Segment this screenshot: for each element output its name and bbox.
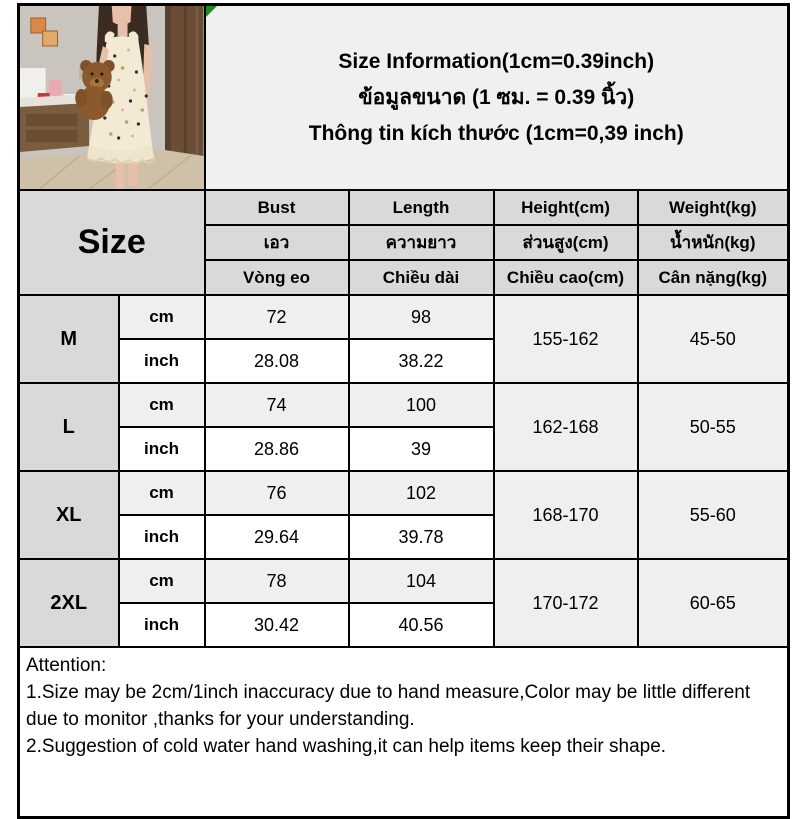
height-2xl: 170-172 [492,558,639,648]
table-row-m-inch: inch 28.08 38.22 [19,338,789,384]
unit-label-cm: cm [117,558,206,604]
col-header-length-vi: Chiều dài [347,259,495,296]
bust-inch-2xl: 30.42 [203,602,350,648]
height-m: 155-162 [492,294,639,384]
column-header-row-en: Size Bust Length Height(cm) Weight(kg) [17,189,790,296]
size-label-l: L [17,382,120,472]
col-header-height-th: ส่วนสูง(cm) [492,224,639,261]
table-row-xl-inch: inch 29.64 39.78 [19,514,789,560]
unit-label-cm: cm [117,470,206,516]
col-header-length-th: ความยาว [347,224,495,261]
col-header-bust-vi: Vòng eo [203,259,350,296]
column-header-row-th: เอว ความยาว ส่วนสูง(cm) น้ำหนัก(kg) [19,224,790,261]
attention-heading: Attention: [26,655,107,676]
weight-l: 50-55 [636,382,790,472]
length-inch-xl: 39.78 [347,514,495,560]
size-chart-sheet: Size Information(1cm=0.39inch) ข้อมูลขนา… [17,3,791,819]
length-inch-m: 38.22 [347,338,495,384]
wall-frame-icon [42,30,58,47]
length-cm-l: 100 [347,382,495,428]
col-header-weight-vi: Cân nặng(kg) [636,259,790,296]
unit-label-inch: inch [117,514,206,560]
wall-frame-icon [30,17,47,34]
col-header-height-vi: Chiều cao(cm) [492,259,639,296]
length-cm-2xl: 104 [347,558,495,604]
height-l: 162-168 [492,382,639,472]
length-cm-xl: 102 [347,470,495,516]
attention-line-2: 2.Suggestion of cold water hand washing,… [26,736,667,757]
unit-label-cm: cm [117,382,206,428]
title-line-vi: Thông tin kích thước (1cm=0,39 inch) [308,121,684,145]
unit-label-inch: inch [117,602,206,648]
title-line-en: Size Information(1cm=0.39inch) [338,49,655,73]
height-xl: 168-170 [492,470,639,560]
teddy-bear [75,60,115,120]
unit-label-inch: inch [117,338,206,384]
table-row-xl-cm: XL cm 76 102 168-170 55-60 [17,470,790,560]
product-photo [20,6,203,189]
size-chart-table: Size Information(1cm=0.39inch) ข้อมูลขนา… [17,3,791,819]
bust-inch-m: 28.08 [203,338,350,384]
bust-inch-l: 28.86 [203,426,350,472]
attention-row: Attention: 1.Size may be 2cm/1inch inacc… [17,646,790,819]
product-photo-cell [17,3,206,191]
col-header-bust-th: เอว [203,224,350,261]
col-header-bust-en: Bust [203,189,350,226]
table-row-2xl-inch: inch 30.42 40.56 [19,602,789,648]
excel-indicator-icon [206,6,217,17]
col-header-weight-en: Weight(kg) [636,189,790,226]
attention-note: Attention: 1.Size may be 2cm/1inch inacc… [17,646,790,819]
length-cm-m: 98 [347,294,495,340]
weight-2xl: 60-65 [636,558,790,648]
table-row-m-cm: M cm 72 98 155-162 45-50 [17,294,790,384]
unit-label-cm: cm [117,294,206,340]
column-header-row-vi: Vòng eo Chiều dài Chiều cao(cm) Cân nặng… [19,259,790,296]
size-label-xl: XL [17,470,120,560]
attention-line-1: 1.Size may be 2cm/1inch inaccuracy due t… [26,682,751,730]
title-line-th: ข้อมูลขนาด (1 ซม. = 0.39 นิ้ว) [358,85,635,109]
bust-cm-2xl: 78 [203,558,350,604]
size-column-header: Size [17,189,206,296]
col-header-length-en: Length [347,189,495,226]
bust-cm-l: 74 [203,382,350,428]
size-info-title-cell: Size Information(1cm=0.39inch) ข้อมูลขนา… [203,3,790,191]
unit-label-inch: inch [117,426,206,472]
header-banner-row: Size Information(1cm=0.39inch) ข้อมูลขนา… [17,3,790,191]
table-row-l-cm: L cm 74 100 162-168 50-55 [17,382,790,472]
table-row-2xl-cm: 2XL cm 78 104 170-172 60-65 [17,558,790,648]
weight-m: 45-50 [636,294,790,384]
bust-cm-xl: 76 [203,470,350,516]
bust-inch-xl: 29.64 [203,514,350,560]
col-header-weight-th: น้ำหนัก(kg) [636,224,790,261]
size-label-2xl: 2XL [17,558,120,648]
col-header-height-en: Height(cm) [492,189,639,226]
length-inch-2xl: 40.56 [347,602,495,648]
table-row-l-inch: inch 28.86 39 [19,426,789,472]
size-label-m: M [17,294,120,384]
length-inch-l: 39 [347,426,495,472]
weight-xl: 55-60 [636,470,790,560]
bust-cm-m: 72 [203,294,350,340]
